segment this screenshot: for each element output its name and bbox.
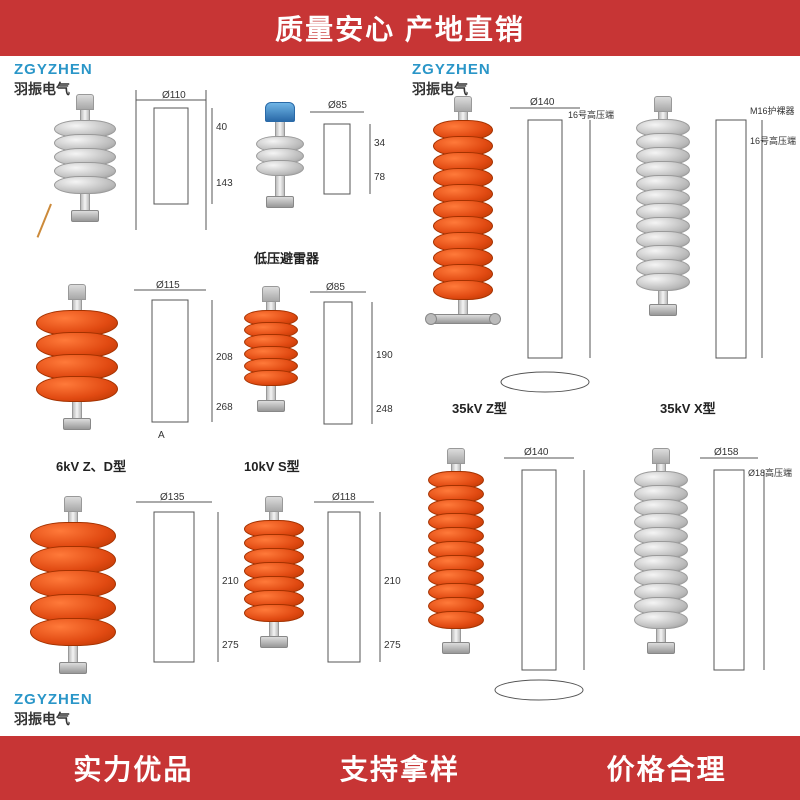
svg-text:143: 143 (216, 178, 233, 189)
svg-text:78: 78 (374, 172, 386, 183)
svg-text:208: 208 (216, 352, 233, 363)
svg-text:210: 210 (222, 576, 239, 587)
lead-wire (37, 204, 52, 238)
svg-text:190: 190 (376, 350, 393, 361)
dim-drawing: Ø135 210 275 (136, 492, 228, 697)
caption-35z: 35kV Z型 (452, 398, 507, 417)
top-banner: 质量安心 产地直销 (0, 0, 800, 56)
caption-35x: 35kV X型 (660, 398, 716, 417)
dim-drawing: Ø85 190 248 (310, 282, 388, 457)
caption-10kv: 10kV S型 (244, 456, 300, 475)
svg-text:Ø118: Ø118 (332, 492, 356, 503)
svg-text:Ø158: Ø158 (714, 447, 739, 458)
dim-drawing: Ø85 34 78 (310, 96, 388, 231)
svg-text:A: A (158, 430, 165, 441)
svg-text:Ø140: Ø140 (524, 447, 549, 458)
svg-text:Ø85: Ø85 (328, 100, 347, 111)
svg-text:268: 268 (216, 402, 233, 413)
insulator-red-35b (428, 448, 484, 654)
insulator-red-10kv (244, 286, 298, 412)
svg-text:40: 40 (216, 122, 228, 133)
svg-text:275: 275 (384, 640, 401, 651)
svg-text:248: 248 (376, 404, 393, 415)
svg-text:Ø18高压端: Ø18高压端 (748, 467, 792, 478)
bottom-left: 实力优品 (73, 748, 193, 788)
svg-text:M16护裸器: M16护裸器 (750, 105, 795, 116)
dim-drawing: Ø110 40 143 (136, 90, 226, 235)
svg-text:Ø135: Ø135 (160, 492, 185, 503)
insulator-red-large (30, 496, 116, 674)
caption-lowv: 低压避雷器 (254, 248, 319, 267)
bottom-right: 价格合理 (607, 748, 727, 788)
dim-drawing-35x-top: M16护裸器 16号高压端 (702, 96, 794, 401)
dim-drawing: Ø158 Ø18高压端 (700, 446, 794, 711)
dim-drawing: Ø140 (504, 446, 616, 711)
svg-text:Ø115: Ø115 (156, 280, 180, 291)
svg-text:34: 34 (374, 138, 386, 149)
insulator-35kv-x (636, 96, 690, 316)
svg-text:Ø110: Ø110 (162, 90, 186, 101)
top-banner-text: 质量安心 产地直销 (275, 8, 525, 48)
dim-drawing: Ø118 210 275 (314, 492, 394, 697)
bottom-mid: 支持拿样 (340, 748, 460, 788)
insulator-grey-small (54, 94, 116, 222)
svg-text:Ø85: Ø85 (326, 282, 345, 293)
insulator-bluecap (256, 102, 304, 208)
insulator-red-tall (244, 496, 304, 648)
svg-text:16号高压端: 16号高压端 (568, 109, 614, 120)
svg-text:210: 210 (384, 576, 401, 587)
bottom-banner: 实力优品 支持拿样 价格合理 (0, 736, 800, 800)
svg-text:16号高压端: 16号高压端 (750, 135, 796, 146)
insulator-grey-35b (634, 448, 688, 654)
dim-drawing: Ø140 16号高压端 (510, 96, 620, 401)
caption-6kv: 6kV Z、D型 (56, 456, 126, 475)
insulator-35kv-z (428, 96, 498, 324)
catalog-grid: Ø110 40 143 Ø85 34 78 低压避雷器 Ø115 (0, 56, 800, 736)
dim-drawing: Ø115 A 208 268 (134, 280, 222, 455)
svg-text:275: 275 (222, 640, 239, 651)
insulator-red-6kv (36, 284, 118, 430)
svg-text:Ø140: Ø140 (530, 97, 555, 108)
